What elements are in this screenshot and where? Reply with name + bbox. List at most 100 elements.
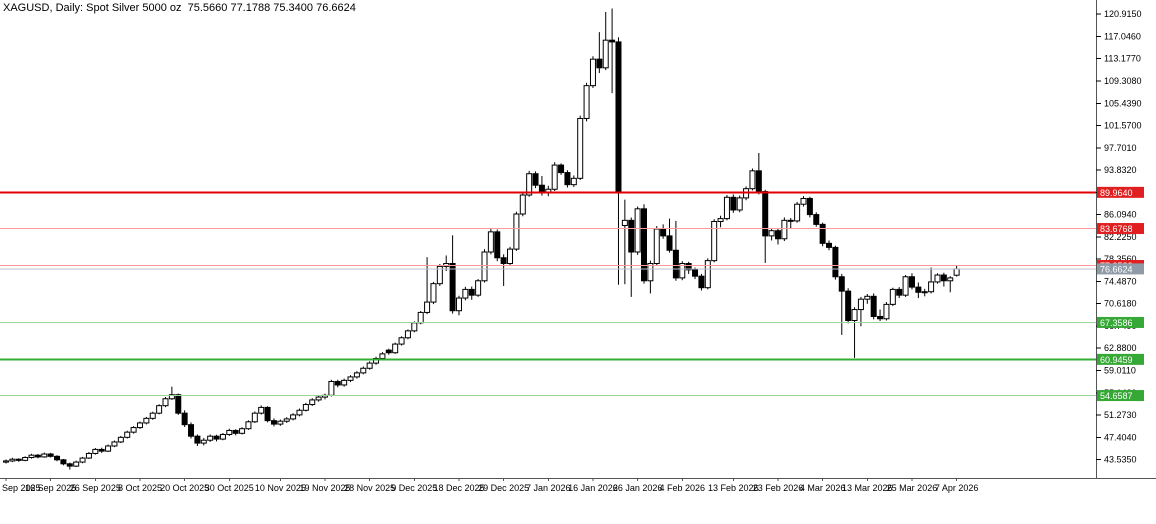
candle <box>296 408 303 417</box>
candle <box>628 217 635 297</box>
candle <box>124 430 131 439</box>
candle <box>373 356 380 365</box>
candles-layer <box>3 8 960 470</box>
candle <box>168 386 175 400</box>
candle <box>519 192 526 217</box>
candle <box>424 257 431 315</box>
candle <box>551 162 558 191</box>
candle <box>621 199 628 285</box>
candle <box>9 457 16 463</box>
price-tick-label: 97.7010 <box>1104 143 1137 153</box>
candle <box>723 195 730 221</box>
candle <box>940 272 947 287</box>
date-label: 4 Mar 2026 <box>800 483 846 493</box>
price-level-badge: 89.9640 <box>1097 186 1144 198</box>
candle <box>315 395 322 402</box>
candle <box>302 402 309 412</box>
date-label: 10 Nov 2025 <box>255 483 306 493</box>
price-tick-label: 101.5700 <box>1104 121 1142 131</box>
date-label: 30 Oct 2025 <box>205 483 254 493</box>
candle <box>143 416 150 425</box>
candle <box>487 228 494 255</box>
date-label: 16 Sep 2025 <box>25 483 76 493</box>
candle <box>507 246 514 266</box>
candle <box>181 410 188 427</box>
date-label: 9 Dec 2025 <box>391 483 437 493</box>
svg-text:67.3586: 67.3586 <box>1100 318 1133 328</box>
price-level-badge: 76.6624 <box>1097 263 1144 275</box>
candle <box>105 444 112 453</box>
candle <box>475 279 482 297</box>
candle <box>647 260 654 294</box>
candle <box>92 447 99 455</box>
candle <box>832 245 839 280</box>
candle <box>245 420 252 430</box>
candle <box>207 434 214 442</box>
candle <box>264 406 271 423</box>
candle <box>111 440 118 448</box>
price-tick-label: 86.0940 <box>1104 210 1137 220</box>
candle <box>366 361 373 370</box>
price-tick-label: 93.8320 <box>1104 165 1137 175</box>
candle <box>902 275 909 297</box>
price-tick-label: 78.3560 <box>1104 254 1137 264</box>
candle <box>685 261 692 274</box>
price-tick-label: 74.4870 <box>1104 276 1137 286</box>
candle <box>232 429 239 436</box>
candle <box>558 163 565 175</box>
price-tick-label: 70.6180 <box>1104 299 1137 309</box>
candle <box>130 426 137 434</box>
date-label: 23 Feb 2026 <box>753 483 804 493</box>
candle <box>85 452 92 459</box>
candle <box>679 261 686 281</box>
candle <box>749 168 756 191</box>
candle <box>449 235 456 314</box>
candle <box>226 428 233 436</box>
candle <box>73 460 80 467</box>
date-label: 13 Feb 2026 <box>708 483 759 493</box>
axes-layer <box>0 0 1156 479</box>
candle <box>98 447 105 453</box>
candle <box>290 413 297 421</box>
candle <box>322 393 328 400</box>
candle <box>870 293 877 320</box>
candle <box>851 307 858 358</box>
candle <box>666 218 673 253</box>
date-label: Sep 2025 <box>2 483 41 493</box>
price-level-badge: 60.9459 <box>1097 353 1144 365</box>
candle <box>570 175 577 187</box>
candle <box>149 411 156 420</box>
candle <box>175 393 182 415</box>
price-tick-label: 105.4390 <box>1104 98 1142 108</box>
candle <box>953 265 960 277</box>
candle <box>634 206 641 255</box>
candle <box>347 375 354 383</box>
candle <box>334 379 341 388</box>
candle <box>774 228 781 245</box>
candle <box>577 115 584 181</box>
candle <box>47 452 54 458</box>
candle <box>532 171 539 189</box>
price-tick-label: 120.9150 <box>1104 9 1142 19</box>
candle <box>768 228 775 241</box>
price-level-badge: 83.6768 <box>1097 223 1144 235</box>
date-label: 26 Sep 2025 <box>70 483 121 493</box>
candle <box>698 273 705 291</box>
date-label: 28 Nov 2025 <box>344 483 395 493</box>
candle <box>219 433 226 441</box>
candle <box>653 226 660 266</box>
price-tick-label: 59.0110 <box>1104 366 1136 376</box>
candle <box>794 201 801 223</box>
candle <box>277 419 284 426</box>
price-tick-label: 43.5350 <box>1104 455 1137 465</box>
candle <box>781 217 788 242</box>
candle <box>819 222 826 247</box>
candle <box>947 276 954 293</box>
candle <box>3 459 9 464</box>
candle <box>468 286 475 300</box>
candle <box>908 273 915 290</box>
candle <box>328 379 335 397</box>
candle <box>239 427 246 435</box>
